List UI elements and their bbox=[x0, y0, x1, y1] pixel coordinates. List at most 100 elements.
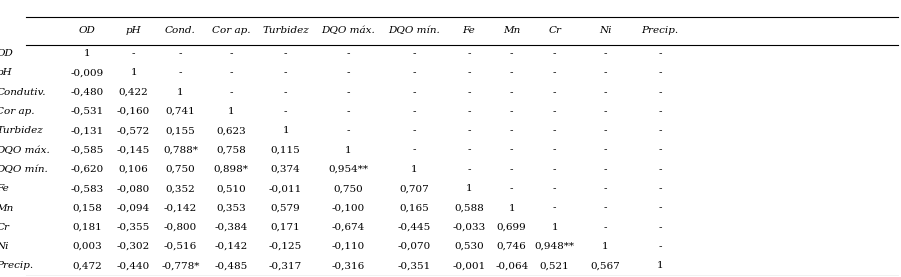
Text: -: - bbox=[658, 204, 661, 212]
Text: -0,572: -0,572 bbox=[117, 126, 150, 135]
Text: -0,351: -0,351 bbox=[397, 261, 431, 270]
Text: -0,384: -0,384 bbox=[214, 223, 248, 232]
Text: Precip.: Precip. bbox=[0, 261, 33, 270]
Text: -: - bbox=[230, 49, 232, 58]
Text: -: - bbox=[413, 68, 416, 77]
Text: -: - bbox=[467, 165, 470, 174]
Text: Ni: Ni bbox=[0, 242, 9, 251]
Text: Cr: Cr bbox=[548, 25, 561, 35]
Text: 0,746: 0,746 bbox=[496, 242, 526, 251]
Text: -: - bbox=[604, 126, 607, 135]
Text: 0,422: 0,422 bbox=[119, 88, 149, 97]
Text: -: - bbox=[413, 88, 416, 97]
Text: -: - bbox=[510, 126, 514, 135]
Text: Turbidez: Turbidez bbox=[262, 25, 309, 35]
Text: -0,070: -0,070 bbox=[397, 242, 431, 251]
Text: -: - bbox=[553, 204, 557, 212]
Text: -: - bbox=[467, 49, 470, 58]
Text: -0,674: -0,674 bbox=[332, 223, 365, 232]
Text: -0,160: -0,160 bbox=[117, 107, 150, 116]
Text: 0,158: 0,158 bbox=[72, 204, 102, 212]
Text: DQO mín.: DQO mín. bbox=[388, 25, 441, 35]
Text: -: - bbox=[346, 107, 350, 116]
Text: -: - bbox=[284, 49, 287, 58]
Text: -: - bbox=[284, 107, 287, 116]
Text: OD: OD bbox=[78, 25, 96, 35]
Text: 1: 1 bbox=[84, 49, 90, 58]
Text: pH: pH bbox=[0, 68, 12, 77]
Text: -: - bbox=[413, 49, 416, 58]
Text: -: - bbox=[230, 68, 232, 77]
Text: -: - bbox=[132, 49, 135, 58]
Text: -: - bbox=[413, 107, 416, 116]
Text: -: - bbox=[230, 88, 232, 97]
Text: -0,778*: -0,778* bbox=[161, 261, 200, 270]
Text: -: - bbox=[413, 146, 416, 155]
Text: 1: 1 bbox=[228, 107, 234, 116]
Text: Cor ap.: Cor ap. bbox=[212, 25, 250, 35]
Text: 0,510: 0,510 bbox=[216, 184, 246, 193]
Text: -: - bbox=[604, 146, 607, 155]
Text: -: - bbox=[553, 88, 557, 97]
Text: -: - bbox=[553, 49, 557, 58]
Text: -: - bbox=[178, 68, 182, 77]
Text: 0,741: 0,741 bbox=[166, 107, 196, 116]
Text: -: - bbox=[346, 68, 350, 77]
Text: -: - bbox=[658, 242, 661, 251]
Text: -0,125: -0,125 bbox=[269, 242, 302, 251]
Text: -0,100: -0,100 bbox=[332, 204, 365, 212]
Text: -0,302: -0,302 bbox=[117, 242, 150, 251]
Text: 0,750: 0,750 bbox=[333, 184, 363, 193]
Text: 0,579: 0,579 bbox=[271, 204, 301, 212]
Text: -0,316: -0,316 bbox=[332, 261, 365, 270]
Text: -0,583: -0,583 bbox=[70, 184, 104, 193]
Text: 0,948**: 0,948** bbox=[534, 242, 575, 251]
Text: 0,181: 0,181 bbox=[72, 223, 102, 232]
Text: 1: 1 bbox=[345, 146, 351, 155]
Text: 1: 1 bbox=[131, 68, 137, 77]
Text: 0,758: 0,758 bbox=[216, 146, 246, 155]
Text: pH: pH bbox=[126, 25, 141, 35]
Text: 0,530: 0,530 bbox=[454, 242, 484, 251]
Text: -: - bbox=[604, 49, 607, 58]
Text: -0,585: -0,585 bbox=[70, 146, 104, 155]
Text: DQO máx.: DQO máx. bbox=[321, 25, 375, 35]
Text: Mn: Mn bbox=[503, 25, 521, 35]
Text: -: - bbox=[658, 126, 661, 135]
Text: -: - bbox=[604, 204, 607, 212]
Text: 1: 1 bbox=[411, 165, 417, 174]
Text: DQO mín.: DQO mín. bbox=[0, 165, 48, 174]
Text: 1: 1 bbox=[657, 261, 663, 270]
Text: 1: 1 bbox=[282, 126, 289, 135]
Text: -0,531: -0,531 bbox=[70, 107, 104, 116]
Text: -: - bbox=[284, 68, 287, 77]
Text: DQO máx.: DQO máx. bbox=[0, 146, 50, 155]
Text: -: - bbox=[510, 68, 514, 77]
Text: 0,699: 0,699 bbox=[496, 223, 526, 232]
Text: -: - bbox=[413, 126, 416, 135]
Text: -: - bbox=[467, 107, 470, 116]
Text: -0,080: -0,080 bbox=[117, 184, 150, 193]
Text: -: - bbox=[467, 68, 470, 77]
Text: -0,131: -0,131 bbox=[70, 126, 104, 135]
Text: 0,352: 0,352 bbox=[166, 184, 196, 193]
Text: Condutiv.: Condutiv. bbox=[0, 88, 46, 97]
Text: -: - bbox=[658, 68, 661, 77]
Text: 0,472: 0,472 bbox=[72, 261, 102, 270]
Text: -: - bbox=[284, 88, 287, 97]
Text: 1: 1 bbox=[466, 184, 472, 193]
Text: Turbidez: Turbidez bbox=[0, 126, 43, 135]
Text: -: - bbox=[658, 146, 661, 155]
Text: Precip.: Precip. bbox=[642, 25, 678, 35]
Text: 0,898*: 0,898* bbox=[214, 165, 249, 174]
Text: -: - bbox=[604, 184, 607, 193]
Text: -: - bbox=[604, 165, 607, 174]
Text: -: - bbox=[553, 165, 557, 174]
Text: -0,064: -0,064 bbox=[496, 261, 528, 270]
Text: -: - bbox=[346, 88, 350, 97]
Text: 0,521: 0,521 bbox=[540, 261, 569, 270]
Text: 1: 1 bbox=[177, 88, 184, 97]
Text: -: - bbox=[658, 223, 661, 232]
Text: -0,145: -0,145 bbox=[117, 146, 150, 155]
Text: -0,445: -0,445 bbox=[397, 223, 431, 232]
